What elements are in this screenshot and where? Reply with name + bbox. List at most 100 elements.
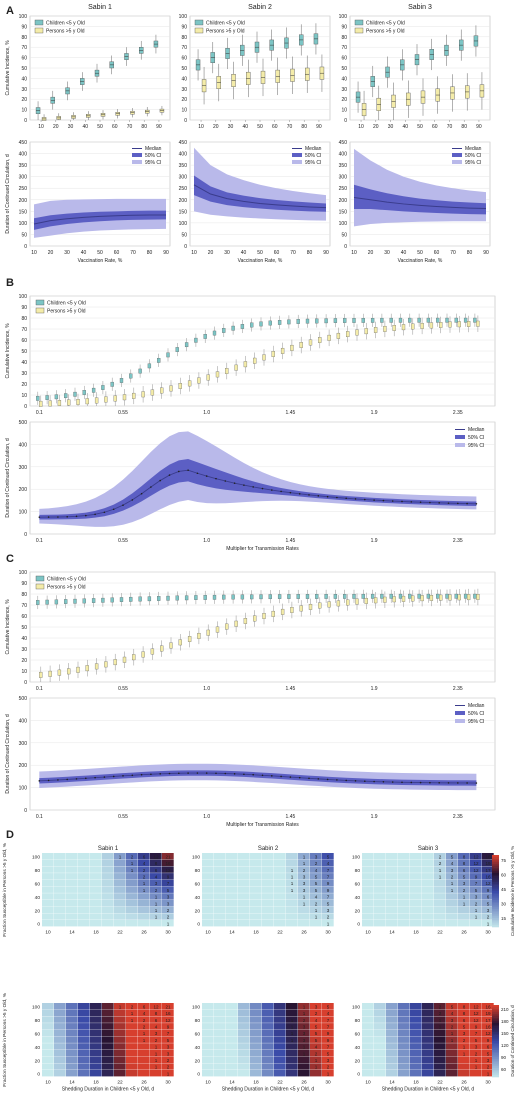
heatmap-cell: [214, 1016, 226, 1023]
heatmap-cell: [398, 1009, 410, 1017]
heatmap-cell: [446, 1056, 458, 1063]
panel-c-area-xtick: 1.0: [203, 814, 210, 820]
heatmap-cell-value: 1: [155, 915, 158, 920]
panel-c-box-ytick: 70: [21, 603, 27, 609]
box-body: [401, 324, 406, 331]
heatmap-cell: [422, 1056, 434, 1063]
heatmap-cell: [298, 1016, 310, 1023]
heatmap-cell: [422, 899, 434, 907]
panel-b-area-median-point: [103, 511, 106, 514]
heatmap-cell: [422, 906, 434, 913]
heatmap-cell-value: 1: [119, 854, 122, 859]
heatmap-cell: [226, 906, 238, 913]
colorbar-top-gradient: [492, 856, 499, 859]
legend-label: Children <5 y Old: [47, 301, 86, 307]
heatmap-cell: [226, 873, 238, 880]
heatmap-cell: [114, 1009, 126, 1017]
heatmap-cell: [226, 1043, 238, 1050]
panel-b-area-ytick: 500: [19, 420, 28, 426]
heatmap-cell: [386, 1049, 398, 1057]
colorbar-bottom-gradient: [492, 1050, 499, 1053]
heatmap-cell: [398, 1070, 410, 1077]
heatmap-cell: [102, 873, 114, 880]
colorbar-bottom-gradient: [492, 1042, 499, 1045]
panel-a-box-1-ytick: 0: [24, 118, 27, 124]
panel-a-area-1-xtick: 30: [64, 250, 70, 256]
heatmap-cell: [362, 1023, 374, 1030]
heatmap-xtick: 30: [485, 930, 491, 936]
panel-a-box-2-ytick: 30: [181, 87, 187, 93]
panel-b-area-median-point: [66, 515, 68, 518]
heatmap-cell: [434, 879, 446, 887]
box-body: [287, 594, 291, 599]
heatmap-cell: [386, 920, 398, 927]
heatmap-cell: [310, 893, 322, 900]
panel-a-area-3-ytick: 50: [341, 232, 347, 238]
heatmap-cell-value: 9: [327, 881, 330, 886]
heatmap-cell-value: 1: [131, 1018, 134, 1023]
heatmap-cell: [482, 859, 494, 867]
box-body: [420, 322, 424, 329]
heatmap-cell: [286, 866, 298, 873]
heatmap-ytick: 20: [195, 908, 201, 914]
heatmap-cell: [114, 1029, 126, 1037]
heatmap-cell: [298, 879, 310, 887]
heatmap-xtick: 14: [229, 930, 235, 936]
panel-label-C: C: [6, 553, 14, 565]
box-body: [361, 318, 365, 323]
colorbar-bottom-gradient: [492, 1021, 499, 1024]
heatmap-cell: [214, 873, 226, 880]
heatmap-cell: [410, 913, 422, 920]
panel-a-area-3-xtick: 70: [450, 250, 456, 256]
heatmap-cell: [310, 1016, 322, 1023]
heatmap-cell: [374, 1063, 386, 1070]
legend-label: Persons >5 y Old: [47, 585, 86, 591]
box-body: [466, 321, 471, 327]
colorbar-top-gradient: [492, 921, 499, 924]
box-body: [324, 318, 328, 324]
heatmap-cell: [90, 886, 102, 893]
heatmap-cell: [42, 1070, 54, 1077]
heatmap-cell: [458, 879, 470, 887]
heatmap-cell: [470, 913, 482, 920]
heatmap-ytick: 80: [355, 1018, 361, 1024]
panel-a-xtick-label: 40: [242, 124, 248, 130]
heatmap-cell-value: 1: [439, 875, 442, 880]
heatmap-cell-value: 5: [315, 888, 318, 893]
heatmap-cell: [298, 853, 310, 860]
box-body: [119, 378, 124, 383]
heatmap-cell: [482, 1029, 494, 1037]
heatmap-cell: [458, 1003, 470, 1010]
box-body: [231, 594, 235, 600]
colorbar-top-gradient: [492, 867, 499, 870]
heatmap-cell: [322, 906, 334, 913]
heatmap-cell: [386, 906, 398, 913]
panel-c-area-frame: [29, 697, 496, 811]
box-body: [222, 594, 226, 600]
heatmap-cell: [138, 859, 150, 867]
heatmap-cell: [114, 879, 126, 887]
heatmap-cell: [310, 1049, 322, 1057]
heatmap-cell: [238, 1023, 250, 1030]
heatmap-cell: [410, 1043, 422, 1050]
box-body: [436, 317, 440, 323]
panel-b-area-median-point: [243, 484, 245, 486]
heatmap-cell-value: 1: [303, 1051, 306, 1056]
heatmap-cell: [458, 866, 470, 873]
heatmap-ytick: 40: [195, 895, 201, 901]
colorbar-top-gradient: [492, 905, 499, 908]
box-body: [408, 593, 412, 599]
heatmap-cell: [66, 1016, 78, 1023]
heatmap-cell: [470, 873, 482, 880]
panel-b-area-median-point: [447, 502, 450, 504]
heatmap-cell: [42, 859, 54, 867]
box-body: [277, 320, 282, 325]
heatmap-cell: [78, 853, 90, 860]
heatmap-cell: [262, 1016, 274, 1023]
heatmap-cell-value: 1: [291, 888, 294, 893]
heatmap-cell: [482, 879, 494, 887]
box-body: [411, 323, 415, 330]
heatmap-cell: [202, 906, 214, 913]
box-body: [296, 319, 300, 324]
heatmap-cell: [298, 859, 310, 867]
